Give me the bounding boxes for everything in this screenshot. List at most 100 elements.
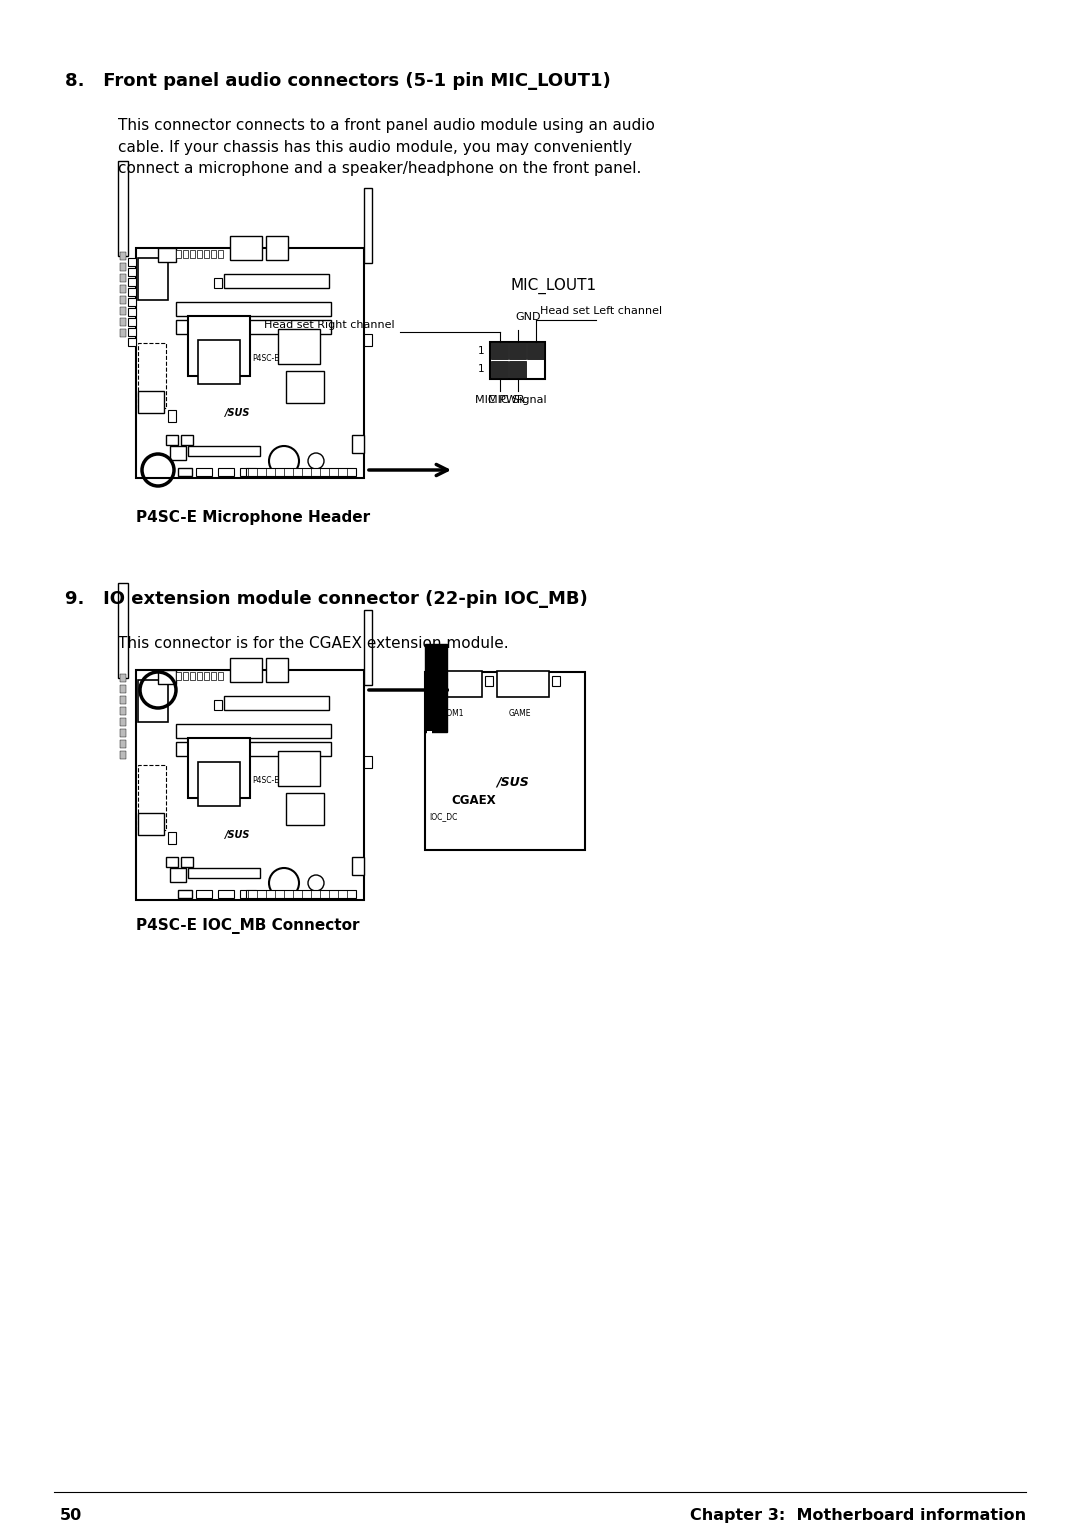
Text: P4SC-E: P4SC-E (253, 776, 280, 785)
Text: Head set Right channel: Head set Right channel (264, 319, 394, 330)
Bar (138, 342, 166, 408)
Bar (427, 779, 432, 785)
Bar (136, 248, 364, 478)
Bar (509, 342, 526, 359)
Bar (138, 680, 168, 723)
Bar (246, 468, 356, 477)
Bar (240, 889, 256, 898)
Text: /SUS: /SUS (497, 776, 529, 788)
Bar (129, 329, 136, 336)
Text: MIC PWR: MIC PWR (475, 396, 524, 405)
Text: MIC_LOUT1: MIC_LOUT1 (510, 278, 596, 295)
Bar (120, 740, 126, 749)
Bar (211, 251, 216, 258)
Bar (426, 643, 447, 732)
Bar (286, 793, 324, 825)
Bar (120, 685, 126, 694)
Bar (224, 274, 329, 287)
Bar (188, 868, 260, 879)
Text: 9.   IO extension module connector (22-pin IOC_MB): 9. IO extension module connector (22-pin… (65, 590, 588, 608)
Bar (286, 371, 324, 403)
Bar (364, 756, 372, 769)
Bar (364, 188, 372, 263)
Bar (490, 342, 545, 379)
Bar (491, 361, 508, 377)
Bar (190, 672, 195, 680)
Bar (364, 610, 372, 685)
Text: IOC_DC: IOC_DC (429, 813, 457, 822)
Bar (176, 724, 330, 738)
Text: /SUS: /SUS (226, 830, 251, 840)
Bar (120, 286, 126, 293)
Bar (204, 251, 210, 258)
Bar (136, 669, 364, 900)
Bar (118, 584, 129, 678)
Bar (129, 267, 136, 277)
Bar (352, 435, 364, 452)
Bar (352, 857, 364, 876)
Text: P4SC-E Microphone Header: P4SC-E Microphone Header (136, 510, 370, 526)
Text: 1: 1 (477, 365, 484, 374)
Bar (214, 700, 222, 711)
Bar (129, 318, 136, 325)
Bar (246, 889, 356, 898)
Bar (166, 435, 178, 445)
Bar (120, 307, 126, 315)
Bar (426, 672, 585, 850)
Bar (427, 738, 432, 743)
Text: P4SC-E IOC_MB Connector: P4SC-E IOC_MB Connector (136, 918, 360, 934)
Bar (120, 750, 126, 759)
Bar (427, 752, 432, 756)
Bar (176, 743, 330, 756)
Bar (364, 335, 372, 345)
Bar (129, 258, 136, 266)
Bar (176, 672, 181, 680)
Bar (198, 341, 240, 384)
Bar (120, 329, 126, 338)
Bar (120, 695, 126, 704)
Text: MIC Signal: MIC Signal (488, 396, 546, 405)
Bar (197, 251, 202, 258)
Bar (178, 889, 192, 898)
Bar (129, 278, 136, 286)
Bar (204, 672, 210, 680)
Bar (211, 672, 216, 680)
Text: Head set Left channel: Head set Left channel (540, 306, 663, 316)
Text: P4SC-E: P4SC-E (253, 354, 280, 364)
Bar (120, 274, 126, 283)
Bar (197, 672, 202, 680)
Bar (176, 303, 330, 316)
Bar (120, 718, 126, 726)
Bar (427, 787, 432, 792)
Bar (170, 868, 186, 882)
Text: This connector connects to a front panel audio module using an audio
cable. If y: This connector connects to a front panel… (118, 118, 654, 176)
Text: COM1: COM1 (442, 709, 464, 718)
Text: GND: GND (515, 312, 541, 322)
Bar (266, 235, 288, 260)
Bar (427, 795, 432, 799)
Bar (491, 342, 508, 359)
Bar (176, 251, 181, 258)
Bar (240, 468, 256, 477)
Bar (181, 435, 193, 445)
Bar (230, 659, 262, 681)
Bar (430, 671, 482, 697)
Bar (138, 391, 164, 413)
Text: 8.   Front panel audio connectors (5-1 pin MIC_LOUT1): 8. Front panel audio connectors (5-1 pin… (65, 72, 611, 90)
Bar (178, 468, 192, 477)
Bar (120, 296, 126, 304)
Bar (138, 813, 164, 834)
Bar (158, 248, 176, 261)
Bar (497, 671, 549, 697)
Bar (190, 251, 195, 258)
Bar (224, 695, 329, 711)
Bar (195, 889, 212, 898)
Bar (120, 252, 126, 260)
Bar (120, 674, 126, 681)
Bar (278, 329, 320, 364)
Bar (427, 766, 432, 772)
Bar (427, 730, 432, 736)
Text: GAME: GAME (509, 709, 531, 718)
Bar (427, 759, 432, 764)
Bar (188, 316, 249, 376)
